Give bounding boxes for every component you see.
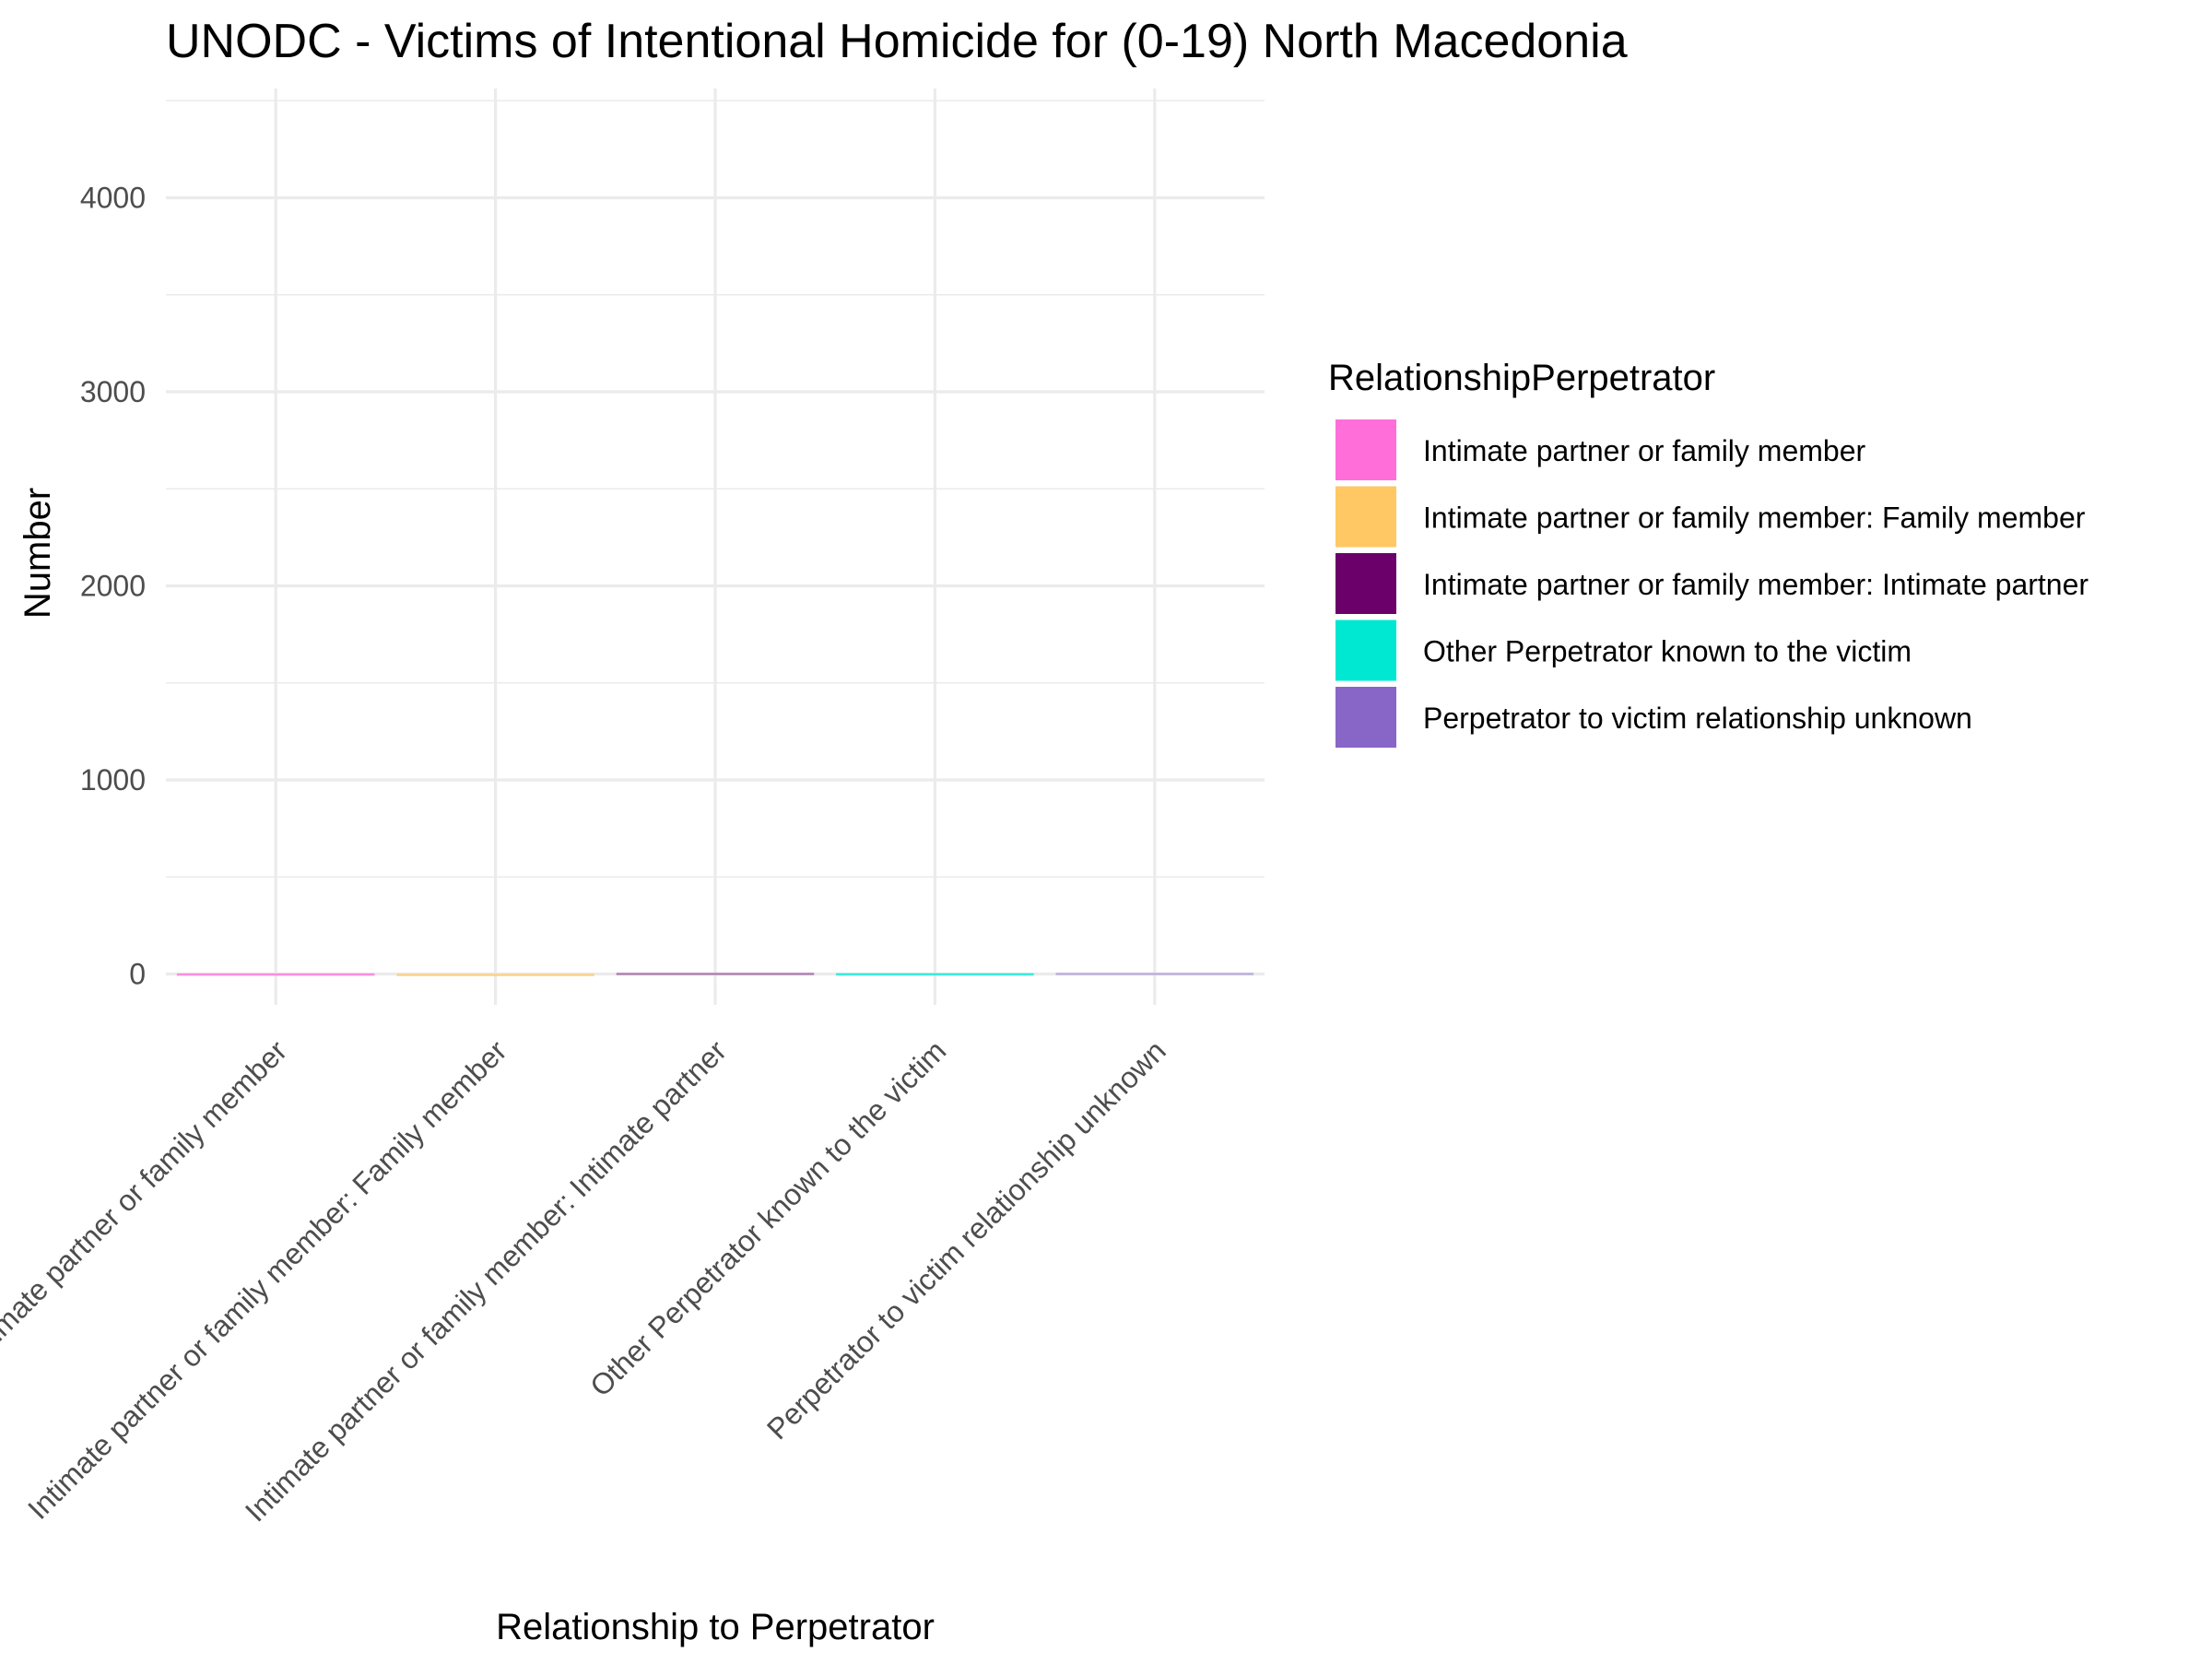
legend-swatch	[1335, 486, 1396, 548]
y-tick-label: 4000	[80, 182, 146, 215]
x-axis-title: Relationship to Perpetrator	[496, 1607, 935, 1647]
x-tick-label: Other Perpetrator known to the victim	[583, 1033, 952, 1402]
bars	[176, 973, 1254, 976]
bar	[616, 973, 815, 975]
legend-label: Intimate partner or family member: Intim…	[1423, 568, 2088, 601]
legend: RelationshipPerpetrator Intimate partner…	[1328, 358, 2088, 748]
legend-swatch	[1335, 553, 1396, 614]
gridlines	[166, 89, 1265, 1005]
bar	[836, 973, 1034, 976]
y-tick-label: 2000	[80, 570, 146, 603]
legend-items: Intimate partner or family member Intimat…	[1335, 419, 2088, 748]
legend-swatch	[1335, 687, 1396, 748]
chart-title: UNODC - Victims of Intentional Homicide …	[166, 15, 1628, 68]
legend-label: Perpetrator to victim relationship unkno…	[1423, 702, 1972, 735]
x-tick-label: Intimate partner or family member: Intim…	[239, 1033, 733, 1528]
y-tick-label: 0	[129, 958, 146, 991]
bar	[176, 973, 375, 976]
x-tick-label: Perpetrator to victim relationship unkno…	[760, 1033, 1172, 1446]
x-tick-label: Intimate partner or family member: Famil…	[21, 1033, 513, 1526]
y-tick-label: 3000	[80, 375, 146, 408]
bar	[396, 974, 594, 976]
y-tick-label: 1000	[80, 763, 146, 797]
y-axis-ticks: 0 1000 2000 3000 4000	[80, 182, 146, 991]
legend-label: Intimate partner or family member: Famil…	[1423, 502, 2086, 535]
legend-swatch	[1335, 620, 1396, 681]
legend-label: Intimate partner or family member	[1423, 434, 1866, 467]
legend-label: Other Perpetrator known to the victim	[1423, 635, 1912, 668]
legend-title: RelationshipPerpetrator	[1328, 358, 1715, 398]
x-axis-ticks: Intimate partner or family memberIntimat…	[0, 1033, 1172, 1528]
legend-swatch	[1335, 419, 1396, 480]
y-axis-title: Number	[18, 488, 58, 619]
bar	[1055, 973, 1254, 975]
